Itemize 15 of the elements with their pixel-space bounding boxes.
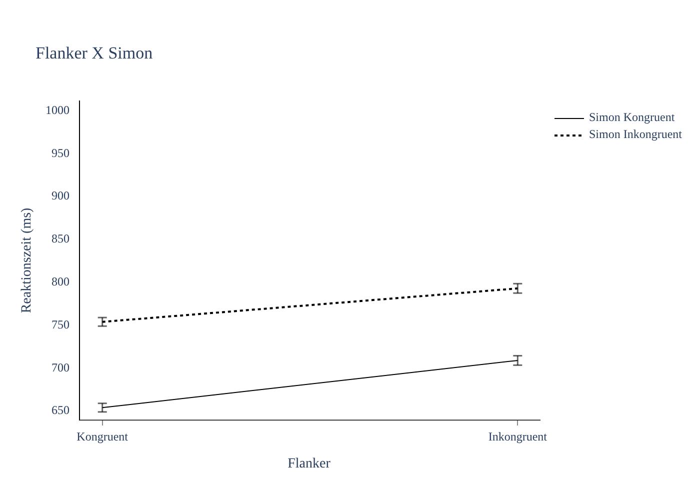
y-tick-label: 800 — [52, 274, 70, 289]
y-tick-label: 700 — [52, 360, 70, 374]
y-tick-label: 1000 — [46, 102, 70, 117]
y-tick-label: 750 — [52, 317, 70, 332]
y-axis-title: Reaktionszeit (ms) — [20, 207, 34, 314]
y-tick-label: 900 — [52, 188, 70, 203]
legend-label: Simon Inkongruent — [589, 127, 682, 142]
legend-label: Simon Kongruent — [589, 110, 675, 125]
y-tick-label: 850 — [52, 232, 70, 246]
x-tick-label: Inkongruent — [488, 430, 548, 444]
x-axis-title: Flanker — [288, 456, 331, 472]
x-tick-label: Kongruent — [76, 430, 129, 444]
y-tick-label: 650 — [52, 403, 70, 418]
chart-title: Flanker X Simon — [36, 44, 154, 62]
y-tick-label: 950 — [52, 146, 70, 160]
